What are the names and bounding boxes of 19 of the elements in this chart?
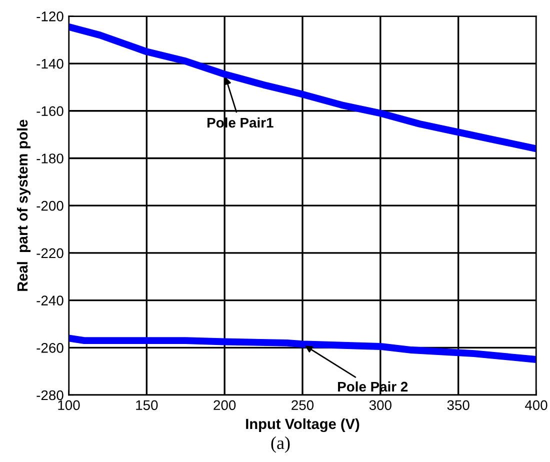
x-tick-label: 350 (447, 400, 470, 410)
y-tick-label: -160 (36, 106, 64, 116)
x-tick-label: 250 (292, 400, 314, 410)
y-tick-label: -120 (36, 12, 64, 22)
x-tick-label: 150 (136, 400, 158, 410)
y-tick-label: -140 (36, 58, 64, 69)
y-tick-label: -260 (36, 342, 64, 353)
x-tick-label: 400 (524, 400, 548, 410)
y-tick-label: -280 (36, 390, 64, 400)
y-tick-label: -180 (36, 154, 64, 164)
y-axis-title: Real part of system pole (16, 120, 31, 291)
x-tick-label: 200 (214, 400, 236, 410)
x-tick-label: 100 (58, 400, 80, 410)
text: (a) (271, 436, 290, 453)
x-tick-label: 300 (369, 400, 392, 410)
y-tick-label: -240 (36, 296, 64, 306)
x-axis-title: Input Voltage (V) (246, 418, 360, 432)
y-tick-label: -200 (36, 200, 64, 211)
y-tick-label: -220 (36, 248, 64, 258)
